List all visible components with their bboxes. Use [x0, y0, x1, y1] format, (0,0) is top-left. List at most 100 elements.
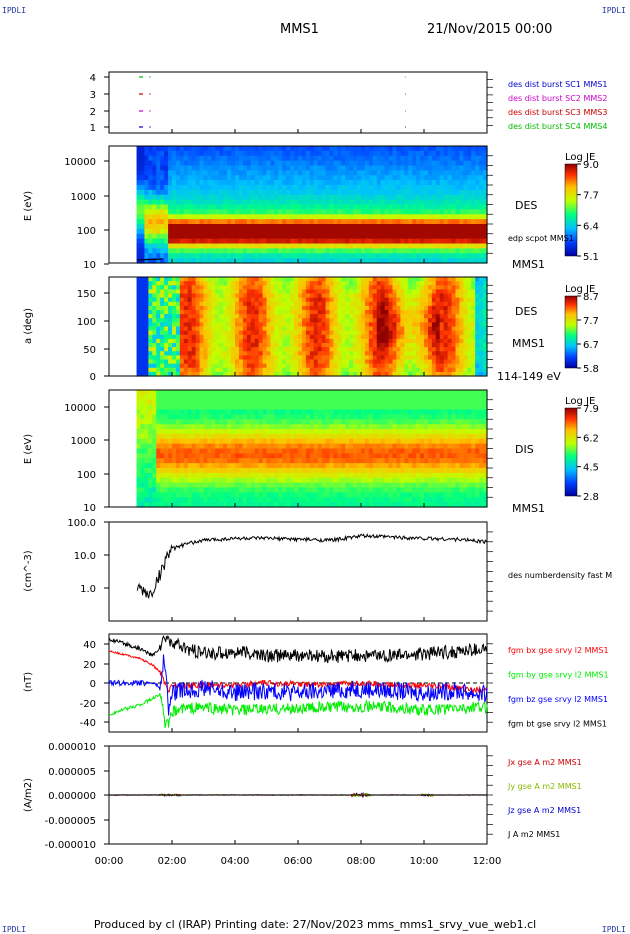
heatmap-cell — [463, 199, 468, 206]
heatmap-cell — [250, 224, 256, 230]
heatmap-cell — [187, 165, 193, 171]
heatmap-cell — [471, 199, 476, 206]
heatmap-cell — [266, 253, 272, 259]
heatmap-cell — [227, 150, 232, 157]
heatmap-cell — [357, 347, 362, 352]
heatmap-cell — [290, 297, 295, 303]
heatmap-cell — [364, 277, 370, 282]
heatmap-cell — [175, 281, 181, 286]
heatmap-cell — [372, 204, 378, 210]
heatmap-cell — [282, 277, 287, 282]
heatmap-cell — [215, 170, 220, 176]
heatmap-cell — [144, 175, 149, 181]
heatmap-cell — [235, 277, 240, 282]
heatmap-cell — [471, 293, 476, 299]
heatmap-cell — [152, 209, 157, 215]
heatmap-cell — [227, 199, 232, 206]
heatmap-cell — [144, 371, 149, 377]
heatmap-cell — [258, 233, 264, 240]
heatmap-cell — [152, 238, 157, 245]
heatmap-cell — [380, 199, 386, 206]
heatmap-cell — [199, 429, 205, 435]
heatmap-cell — [290, 150, 295, 157]
heatmap-cell — [380, 326, 386, 332]
heatmap-cell — [364, 371, 370, 377]
heatmap-cell — [294, 170, 299, 176]
des-energy-ytick-label: 10 — [83, 260, 96, 271]
heatmap-cell — [443, 281, 449, 286]
heatmap-cell — [396, 189, 401, 196]
heatmap-cell — [361, 228, 366, 235]
heatmap-cell — [294, 150, 299, 157]
heatmap-cell — [333, 146, 338, 152]
heatmap-cell — [250, 189, 256, 196]
heatmap-cell — [258, 289, 264, 295]
heatmap-cell — [341, 209, 346, 215]
heatmap-cell — [136, 185, 142, 191]
heatmap-cell — [321, 238, 327, 245]
heatmap-cell — [427, 347, 433, 352]
heatmap-cell — [416, 224, 421, 230]
heatmap-cell — [246, 359, 252, 365]
heatmap-cell — [427, 165, 433, 171]
heatmap-cell — [313, 359, 319, 365]
heatmap-cell — [258, 293, 264, 299]
heatmap-cell — [223, 371, 228, 377]
heatmap-cell — [215, 355, 220, 361]
heatmap-cell — [156, 194, 161, 201]
heatmap-cell — [242, 326, 248, 332]
heatmap-cell — [262, 355, 268, 361]
heatmap-cell — [156, 338, 161, 344]
heatmap-cell — [227, 204, 232, 210]
heatmap-cell — [376, 289, 382, 295]
heatmap-cell — [396, 326, 401, 332]
heatmap-cell — [424, 238, 429, 245]
heatmap-cell — [156, 165, 161, 171]
heatmap-cell — [215, 453, 220, 459]
heatmap-cell — [321, 359, 327, 365]
heatmap-cell — [420, 359, 425, 365]
heatmap-cell — [483, 228, 488, 235]
heatmap-cell — [227, 189, 232, 196]
heatmap-cell — [156, 359, 161, 365]
heatmap-cell — [479, 209, 484, 215]
heatmap-cell — [420, 310, 425, 315]
heatmap-cell — [199, 238, 205, 245]
heatmap-cell — [179, 394, 185, 401]
heatmap-cell — [274, 305, 279, 311]
heatmap-cell — [384, 175, 390, 181]
heatmap-cell — [179, 409, 185, 415]
heatmap-cell — [333, 281, 338, 286]
heatmap-cell — [254, 301, 260, 307]
heatmap-cell — [345, 170, 350, 176]
heatmap-cell — [380, 310, 386, 315]
heatmap-cell — [317, 285, 323, 290]
heatmap-cell — [364, 238, 370, 245]
heatmap-cell — [345, 209, 350, 215]
heatmap-cell — [364, 305, 370, 311]
heatmap-cell — [353, 219, 358, 225]
heatmap-cell — [404, 338, 409, 344]
heatmap-cell — [479, 243, 484, 249]
heatmap-cell — [467, 367, 472, 373]
heatmap-cell — [317, 204, 323, 210]
heatmap-cell — [325, 359, 331, 365]
heatmap-cell — [148, 343, 153, 348]
heatmap-cell — [313, 146, 319, 152]
heatmap-cell — [286, 228, 291, 235]
heatmap-cell — [435, 297, 441, 303]
heatmap-cell — [262, 175, 268, 181]
heatmap-cell — [333, 355, 338, 361]
heatmap-cell — [349, 314, 354, 319]
heatmap-cell — [207, 253, 212, 259]
heatmap-cell — [404, 180, 409, 186]
heatmap-cell — [223, 189, 228, 196]
heatmap-cell — [305, 165, 311, 171]
heatmap-cell — [416, 228, 421, 235]
heatmap-cell — [215, 150, 220, 157]
heatmap-cell — [408, 305, 413, 311]
heatmap-cell — [207, 150, 212, 157]
heatmap-cell — [191, 497, 197, 503]
heatmap-cell — [301, 355, 307, 361]
heatmap-cell — [455, 199, 461, 206]
